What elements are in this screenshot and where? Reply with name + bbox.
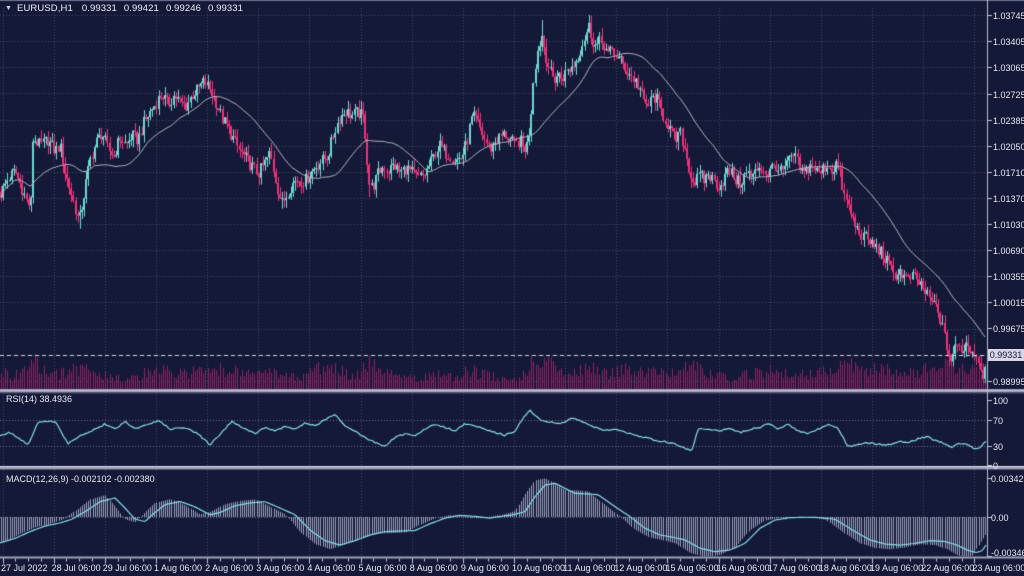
time-axis-label: 28 Jul 06:00 <box>51 563 101 573</box>
price-axis-label: 1.02050 <box>993 141 1024 152</box>
rsi-scale-label: 70 <box>993 415 1004 426</box>
price-axis-label: 1.00015 <box>993 298 1024 309</box>
time-axis-label: 16 Aug 06:00 <box>716 563 770 573</box>
rsi-scale-label: 0 <box>993 461 999 471</box>
time-axis-label: 19 Aug 06:00 <box>870 563 924 573</box>
price-axis-label: 0.98995 <box>993 376 1024 387</box>
time-axis-label: 1 Aug 06:00 <box>153 563 202 573</box>
current-price-tag: 0.99331 <box>988 349 1024 361</box>
ohlc-low-value: 0.99246 <box>165 3 201 14</box>
rsi-indicator-label: RSI(14) 38.4936 <box>6 394 73 404</box>
time-axis-label: 22 Aug 06:00 <box>921 563 975 573</box>
time-axis-label: 11 Aug 06:00 <box>563 563 616 573</box>
price-axis-label: 1.01370 <box>993 193 1024 204</box>
time-axis-label: 9 Aug 06:00 <box>460 563 509 573</box>
macd-scale-label: 0.003429 <box>991 474 1024 485</box>
price-axis-label: 1.03065 <box>993 63 1024 74</box>
price-axis-label: 1.03745 <box>993 11 1024 21</box>
symbol-collapse-icon[interactable]: ▼ <box>5 5 13 12</box>
symbol-timeframe-label: EURUSD,H1 <box>17 3 73 14</box>
time-axis-label: 15 Aug 06:00 <box>665 563 719 573</box>
time-axis-label: 10 Aug 06:00 <box>512 563 566 573</box>
price-axis-label: 1.02385 <box>993 115 1024 126</box>
time-axis-label: 17 Aug 06:00 <box>767 563 821 573</box>
time-axis-label: 4 Aug 06:00 <box>307 563 356 573</box>
time-axis-label: 18 Aug 06:00 <box>818 563 872 573</box>
time-axis[interactable]: 27 Jul 2022 28 Jul 06:00 29 Jul 06:00 1 Aug… <box>0 557 1024 576</box>
rsi-scale-label: 30 <box>993 441 1004 452</box>
macd-indicator-label: MACD(12,26,9) -0.002102 -0.002380 <box>6 474 155 484</box>
price-axis-label: 1.00355 <box>993 272 1024 283</box>
time-axis-label: 27 Jul 2022 <box>1 563 48 573</box>
price-axis-label: 1.00690 <box>993 246 1024 257</box>
price-axis-label: 1.01030 <box>993 220 1024 231</box>
price-axis-label: 0.99675 <box>993 324 1024 335</box>
time-axis-label: 12 Aug 06:00 <box>614 563 668 573</box>
price-axis-label: 1.03405 <box>993 37 1024 48</box>
chart-title: ▼ EURUSD,H1 0.99331 0.99421 0.99246 0.99… <box>5 3 250 14</box>
price-axis-label: 1.01710 <box>993 167 1024 178</box>
time-axis-label: 3 Aug 06:00 <box>256 563 305 573</box>
time-axis-label: 2 Aug 06:00 <box>205 563 254 573</box>
rsi-scale-label: 100 <box>993 396 1009 406</box>
time-axis-label: 23 Aug 06:00 <box>972 563 1024 573</box>
price-axis[interactable]: 1.03745 1.03405 1.03065 1.02725 1.02385 1.020… <box>987 0 1024 558</box>
price-axis-label: 1.02725 <box>993 89 1024 100</box>
time-axis-label: 8 Aug 06:00 <box>409 563 458 573</box>
time-axis-label: 29 Jul 06:00 <box>102 563 152 573</box>
time-axis-label: 5 Aug 06:00 <box>358 563 407 573</box>
ohlc-close-value: 0.99331 <box>207 3 244 14</box>
macd-scale-label: 0.00 <box>991 513 1009 523</box>
ohlc-open-value: 0.99331 <box>81 3 117 14</box>
ohlc-high-value: 0.99421 <box>123 3 159 14</box>
